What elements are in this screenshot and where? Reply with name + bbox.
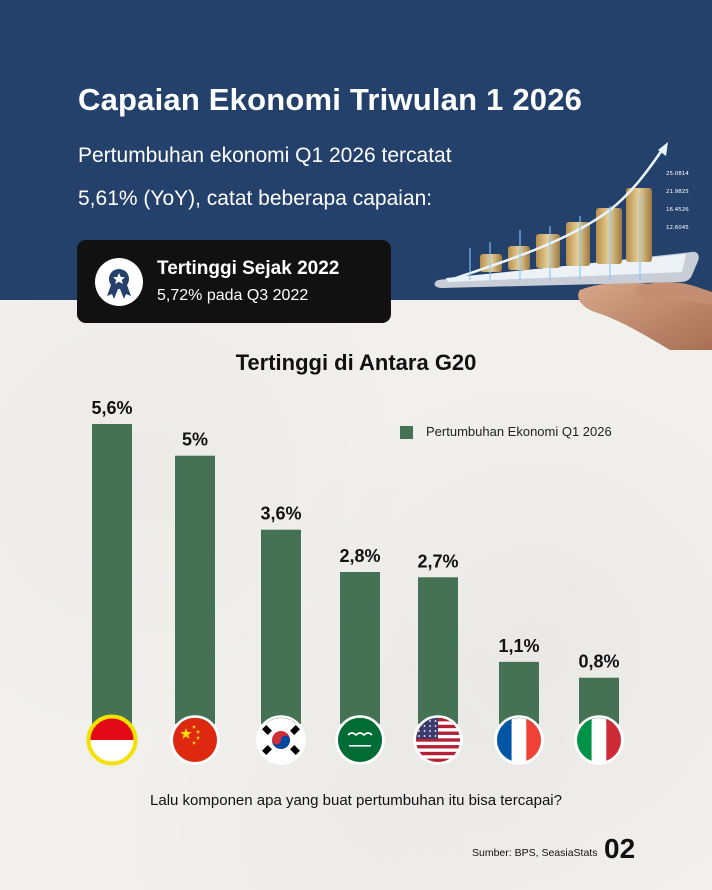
data-label: 2,8% — [339, 546, 380, 566]
tablet-value: 16.4526 — [666, 207, 689, 213]
bar-amerika-serikat — [418, 577, 458, 724]
growth-arrow — [449, 142, 668, 282]
flag-ring — [170, 715, 220, 765]
legend-label: Pertumbuhan Ekonomi Q1 2026 — [426, 424, 612, 439]
flag-china-icon — [173, 718, 217, 762]
tablet-value: 12.6045 — [666, 225, 689, 231]
flag-indonesia-icon — [90, 718, 134, 762]
subtitle-line-1: Pertumbuhan ekonomi Q1 2026 tercatat — [78, 144, 452, 167]
bar-chart: 5,6% 5% 3,6% 2,8% 2,7% 1,1% 0,8% — [86, 398, 624, 766]
closing-question: Lalu komponen apa yang buat pertumbuhan … — [150, 792, 562, 809]
legend-swatch — [400, 426, 413, 439]
source-note: Sumber: BPS, SeasiaStats — [472, 847, 598, 859]
bar-prancis — [499, 661, 539, 724]
flag-usa-icon — [416, 718, 460, 762]
bar-arab-saudi — [340, 572, 380, 724]
bar-korea-selatan — [261, 529, 301, 724]
flag-ring — [86, 714, 138, 766]
page-title: Capaian Ekonomi Triwulan 1 2026 — [78, 82, 583, 117]
tablet-value: 25.0814 — [666, 171, 689, 177]
tablet-value: 21.9825 — [666, 189, 689, 195]
highlight-badge: Tertinggi Sejak 2022 5,72% pada Q3 2022 — [77, 240, 391, 323]
bar-indonesia — [92, 424, 132, 724]
page-subtitle: Pertumbuhan ekonomi Q1 2026 tercatat 5,6… — [78, 134, 548, 220]
page-number: 02 — [604, 833, 636, 864]
data-label: 5,6% — [91, 398, 132, 418]
flag-south-korea-icon — [259, 718, 303, 762]
data-label: 2,7% — [417, 551, 458, 571]
tablet-value-labels: 25.0814 21.9825 16.4526 12.6045 — [666, 171, 689, 231]
flag-ring — [494, 715, 544, 765]
flag-ring — [413, 715, 463, 765]
flag-ring — [335, 715, 385, 765]
data-label: 1,1% — [498, 636, 539, 656]
coin-stacks — [480, 188, 652, 272]
data-label: 5% — [182, 430, 208, 450]
hand-holding-tablet-coins-icon: 25.0814 21.9825 16.4526 12.6045 — [434, 142, 712, 350]
chart-title: Tertinggi di Antara G20 — [235, 350, 477, 375]
award-ribbon-icon — [95, 258, 143, 306]
data-label: 3,6% — [260, 504, 301, 524]
flag-italy-icon — [577, 718, 621, 762]
data-label: 0,8% — [578, 652, 619, 672]
bar-china — [175, 455, 215, 724]
flag-saudi-arabia-icon — [338, 718, 382, 762]
hand — [578, 282, 712, 350]
badge-subtitle: 5,72% pada Q3 2022 — [157, 287, 309, 304]
flag-ring — [574, 715, 624, 765]
badge-title: Tertinggi Sejak 2022 — [157, 258, 340, 279]
subtitle-line-2: 5,61% (YoY), catat beberapa capaian: — [78, 187, 433, 210]
flag-france-icon — [497, 718, 541, 762]
flag-ring — [256, 715, 306, 765]
